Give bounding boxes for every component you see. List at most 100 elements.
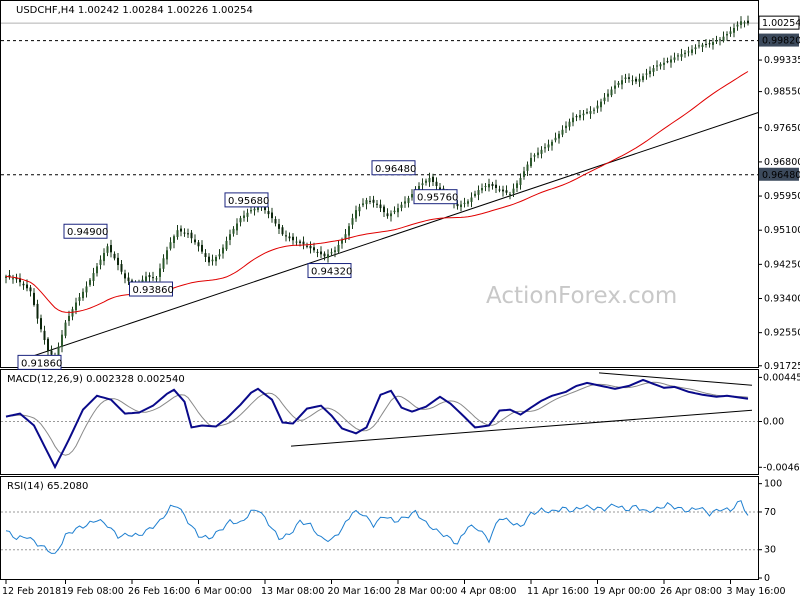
candle-body [425,180,427,183]
candle-body [498,189,501,191]
candle-body [715,40,718,42]
candle-body [19,278,21,283]
annotation-box [371,160,416,176]
candle-body [257,207,259,210]
candle-body [201,244,203,252]
candle-body [22,283,25,286]
candle-body [120,264,123,272]
candle-body [99,259,102,265]
candle-body [635,78,637,82]
candle-body [719,39,721,41]
candle-body [351,218,354,225]
price-tick-label: 0.95100 [764,225,800,236]
candle-body [50,350,53,355]
time-tick-label: 19 Apr 00:00 [594,586,656,597]
candle-body [78,297,81,301]
candle-body [264,206,266,211]
candle-body [712,42,714,45]
candle-body [141,279,144,283]
candle-body [190,232,193,239]
candle-body [92,273,95,281]
macd-tick-label: -0.004624 [763,462,800,473]
candle-body [481,188,483,191]
macd-tick-label: 0.004454 [763,372,800,383]
candle-body [110,245,112,253]
candle-body [12,278,14,280]
price-tick-label: 0.94250 [764,259,800,270]
price-marker-label: 0.99820 [762,36,800,47]
candle-body [516,183,518,188]
candle-body [558,133,560,139]
candle-body [211,259,214,262]
candle-body [747,20,749,24]
annotation-label: 0.95760 [417,193,458,204]
candle-body [582,113,585,116]
time-tick-label: 6 Mar 00:00 [195,586,252,597]
candle-body [96,266,98,274]
candle-body [418,186,420,192]
candle-body [701,44,704,47]
candle-body [358,206,361,212]
candle-body [33,292,35,305]
candle-body [362,203,364,206]
candle-body [642,76,644,81]
candle-body [467,201,469,204]
price-panel-frame [0,0,759,368]
candle-body [694,47,697,50]
candle-body [281,227,284,235]
candle-body [477,190,480,195]
candle-body [512,188,515,194]
candle-body [526,164,529,171]
candle-body [656,65,658,67]
candle-body [708,43,711,45]
candle-body [222,247,224,254]
price-trendline-group [19,112,759,361]
candle-body [68,315,70,322]
rsi-panel-frame [0,476,759,580]
candle-body [267,211,270,215]
candle-body [341,239,343,244]
candle-body [519,177,522,185]
candle-body [334,250,336,252]
candle-body [36,303,39,319]
candle-body [355,210,357,219]
candle-body [229,234,231,240]
price-annotations: 0.91860 0.94900 0.93860 0.95680 0.94320 0.964… [17,160,458,370]
candle-body [729,31,732,34]
candle-body [278,224,280,229]
candle-body [299,241,301,243]
candle-body [124,273,126,279]
candle-body [344,234,347,240]
candle-body [740,21,742,25]
candle-body [26,284,28,289]
candle-body [169,242,172,249]
time-tick-label: 3 May 16:00 [727,586,786,597]
candle-body [586,112,588,114]
annotation-label: 0.95680 [228,196,269,207]
candle-body [330,252,333,254]
candle-body [397,208,399,213]
candle-body [47,338,49,351]
candle-body [600,101,602,108]
candle-body [176,230,179,237]
candle-body [456,203,459,207]
candle-body [250,210,252,212]
candle-body [152,277,154,279]
candle-body [502,189,504,192]
candle-body [680,54,683,57]
candle-body [369,200,371,202]
price-marker-box [759,167,799,181]
candle-body [509,194,511,196]
candle-body [197,242,200,247]
candle-body [645,73,648,75]
candle-body [232,228,235,234]
annotation-box [63,223,108,239]
annotation-label: 0.94320 [311,267,352,278]
candle-body [75,302,77,311]
candle-body [253,208,256,211]
annotation-label: 0.91860 [21,358,62,369]
candle-body [82,291,84,299]
annotation-box [129,281,173,297]
candle-body [698,45,700,47]
